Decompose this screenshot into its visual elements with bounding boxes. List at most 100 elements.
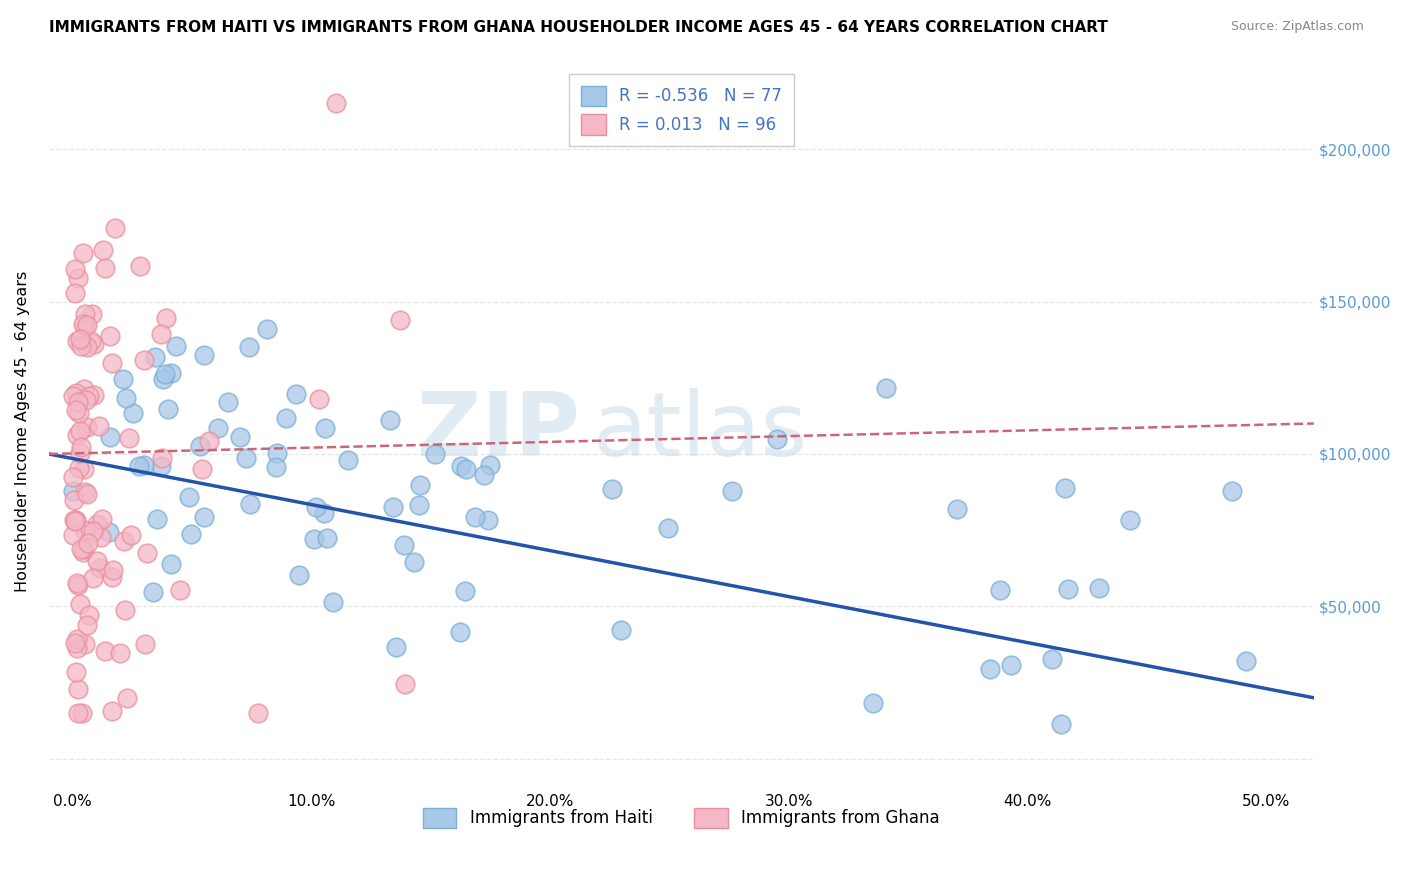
Point — [155, 311, 177, 326]
Point — [76, 340, 98, 354]
Point — [1119, 513, 1142, 527]
Point — [76, 536, 98, 550]
Point — [63, 285, 86, 300]
Point — [472, 468, 495, 483]
Point — [385, 640, 408, 654]
Point — [83, 336, 105, 351]
Point — [73, 307, 96, 321]
Point — [388, 312, 411, 326]
Point — [75, 484, 97, 499]
Point — [63, 262, 86, 277]
Point — [89, 561, 111, 575]
Point — [86, 517, 108, 532]
Point — [246, 706, 269, 720]
Point — [72, 545, 94, 559]
Point — [104, 220, 127, 235]
Point — [165, 338, 187, 352]
Point — [90, 530, 112, 544]
Point — [62, 389, 84, 403]
Text: IMMIGRANTS FROM HAITI VS IMMIGRANTS FROM GHANA HOUSEHOLDER INCOME AGES 45 - 64 Y: IMMIGRANTS FROM HAITI VS IMMIGRANTS FROM… — [49, 20, 1108, 35]
Point — [979, 662, 1001, 676]
Point — [72, 317, 94, 331]
Point — [101, 356, 124, 370]
Legend: Immigrants from Haiti, Immigrants from Ghana: Immigrants from Haiti, Immigrants from G… — [416, 801, 946, 835]
Point — [118, 431, 141, 445]
Point — [238, 341, 260, 355]
Point — [207, 421, 229, 435]
Point — [239, 497, 262, 511]
Point — [65, 402, 87, 417]
Point — [112, 533, 135, 548]
Point — [322, 595, 344, 609]
Point — [63, 514, 86, 528]
Point — [62, 513, 84, 527]
Point — [98, 329, 121, 343]
Point — [136, 546, 159, 560]
Point — [65, 665, 87, 679]
Point — [875, 381, 897, 395]
Point — [1088, 582, 1111, 596]
Point — [73, 541, 96, 556]
Point — [67, 406, 90, 420]
Point — [69, 446, 91, 460]
Point — [156, 402, 179, 417]
Point — [82, 571, 104, 585]
Point — [66, 334, 89, 349]
Point — [76, 419, 98, 434]
Point — [449, 625, 471, 640]
Point — [91, 244, 114, 258]
Point — [988, 582, 1011, 597]
Point — [98, 525, 121, 540]
Point — [143, 350, 166, 364]
Point — [76, 318, 98, 332]
Point — [235, 450, 257, 465]
Text: atlas: atlas — [593, 388, 808, 475]
Point — [159, 557, 181, 571]
Point — [308, 392, 330, 407]
Point — [120, 528, 142, 542]
Point — [108, 646, 131, 660]
Point — [66, 576, 89, 591]
Point — [276, 411, 298, 425]
Point — [134, 637, 156, 651]
Point — [117, 691, 139, 706]
Point — [1050, 716, 1073, 731]
Point — [73, 462, 96, 476]
Point — [314, 421, 336, 435]
Point — [67, 706, 90, 720]
Point — [80, 334, 103, 348]
Point — [70, 542, 93, 557]
Point — [94, 644, 117, 658]
Point — [1057, 582, 1080, 596]
Point — [128, 458, 150, 473]
Point — [188, 439, 211, 453]
Point — [73, 334, 96, 348]
Point — [73, 382, 96, 396]
Point — [67, 394, 90, 409]
Point — [63, 492, 86, 507]
Point — [304, 533, 326, 547]
Point — [114, 391, 136, 405]
Point — [478, 458, 501, 472]
Point — [381, 500, 404, 514]
Point — [69, 333, 91, 347]
Point — [408, 498, 430, 512]
Point — [121, 406, 143, 420]
Text: Source: ZipAtlas.com: Source: ZipAtlas.com — [1230, 20, 1364, 33]
Point — [91, 512, 114, 526]
Point — [169, 582, 191, 597]
Point — [409, 478, 432, 492]
Point — [75, 637, 97, 651]
Point — [378, 412, 401, 426]
Point — [75, 393, 97, 408]
Point — [134, 353, 156, 368]
Point — [1220, 484, 1243, 499]
Point — [66, 640, 89, 655]
Point — [70, 706, 93, 720]
Point — [75, 319, 97, 334]
Point — [72, 246, 94, 260]
Point — [65, 632, 87, 646]
Point — [264, 459, 287, 474]
Point — [153, 368, 176, 382]
Point — [65, 514, 87, 528]
